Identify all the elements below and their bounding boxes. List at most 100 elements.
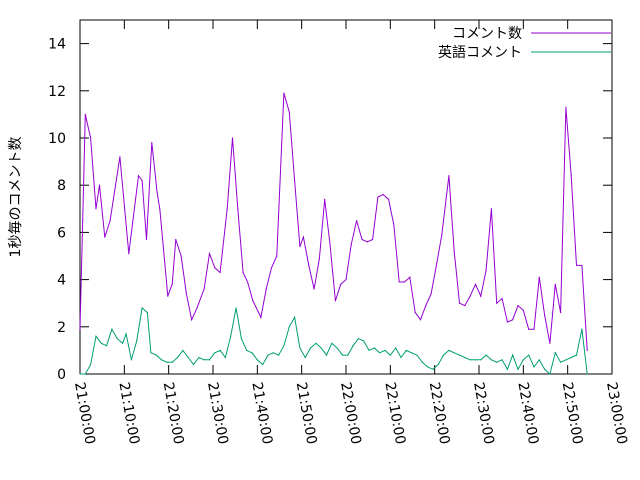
data-point: [267, 355, 268, 356]
data-point: [299, 246, 300, 247]
data-point: [273, 352, 274, 353]
data-point: [388, 199, 389, 200]
series-line: [80, 93, 587, 350]
data-point: [204, 359, 205, 360]
x-tick-label: 21:00:00: [71, 381, 98, 446]
data-point: [438, 364, 439, 365]
data-point: [110, 220, 111, 221]
data-point: [271, 267, 272, 268]
data-point: [131, 359, 132, 360]
data-point: [167, 296, 168, 297]
data-point: [448, 350, 449, 351]
data-point: [150, 352, 151, 353]
y-tick-label: 2: [57, 320, 66, 336]
y-axis: 0 2 4 6 8 10 12 14: [48, 37, 612, 383]
data-point: [507, 321, 508, 322]
data-point: [159, 208, 160, 209]
data-point: [204, 288, 205, 289]
data-point: [539, 359, 540, 360]
legend-label: コメント数: [452, 26, 522, 42]
data-point: [289, 111, 290, 112]
data-point: [141, 180, 142, 181]
data-point: [406, 350, 407, 351]
data-point: [232, 137, 233, 138]
data-point: [315, 343, 316, 344]
x-tick-label: 21:20:00: [160, 381, 187, 446]
data-point: [533, 366, 534, 367]
data-point: [289, 326, 290, 327]
data-point: [404, 281, 405, 282]
data-point: [523, 359, 524, 360]
data-point: [587, 373, 588, 374]
data-point: [342, 355, 343, 356]
data-point: [560, 312, 561, 313]
data-point: [512, 319, 513, 320]
data-point: [544, 314, 545, 315]
data-point: [161, 359, 162, 360]
data-point: [361, 239, 362, 240]
data-point: [180, 255, 181, 256]
data-point: [157, 192, 158, 193]
data-point: [82, 220, 83, 221]
data-point: [347, 355, 348, 356]
data-point: [422, 362, 423, 363]
data-point: [147, 312, 148, 313]
data-point: [172, 362, 173, 363]
data-point: [122, 343, 123, 344]
data-point: [576, 355, 577, 356]
x-tick-label: 23:00:00: [603, 381, 630, 446]
x-axis: 21:00:00 21:10:00 21:20:00 21:30:00 21:40:00…: [71, 20, 630, 446]
data-point: [576, 265, 577, 266]
data-point: [151, 142, 152, 143]
y-tick-label: 0: [57, 367, 66, 383]
data-point: [193, 364, 194, 365]
y-tick-label: 10: [48, 131, 66, 147]
x-tick-label: 21:30:00: [204, 381, 231, 446]
data-point: [379, 352, 380, 353]
data-point: [119, 156, 120, 157]
y-tick-label: 8: [57, 178, 66, 194]
data-point: [257, 359, 258, 360]
data-point: [416, 355, 417, 356]
data-point: [470, 296, 471, 297]
data-point: [177, 357, 178, 358]
data-point: [305, 357, 306, 358]
data-point: [85, 114, 86, 115]
data-point: [571, 357, 572, 358]
data-point: [409, 277, 410, 278]
data-point: [517, 369, 518, 370]
data-point: [555, 284, 556, 285]
data-point: [512, 355, 513, 356]
x-tick-label: 21:10:00: [115, 381, 142, 446]
data-point: [415, 312, 416, 313]
data-point: [175, 239, 176, 240]
x-tick-label: 22:10:00: [381, 381, 408, 446]
data-point: [90, 364, 91, 365]
data-point: [565, 359, 566, 360]
data-point: [188, 357, 189, 358]
data-point: [454, 251, 455, 252]
data-point: [454, 352, 455, 353]
data-point: [335, 300, 336, 301]
data-point: [321, 347, 322, 348]
data-point: [166, 362, 167, 363]
data-point: [475, 359, 476, 360]
data-point: [367, 241, 368, 242]
data-point: [198, 357, 199, 358]
x-tick-label: 22:40:00: [514, 381, 541, 446]
data-point: [539, 277, 540, 278]
data-point: [491, 359, 492, 360]
x-tick-label: 22:00:00: [337, 381, 364, 446]
data-point: [420, 319, 421, 320]
data-point: [581, 265, 582, 266]
data-point: [571, 175, 572, 176]
data-point: [283, 93, 284, 94]
x-tick-label: 22:20:00: [426, 381, 453, 446]
data-point: [136, 340, 137, 341]
data-point: [146, 239, 147, 240]
data-point: [104, 237, 105, 238]
data-point: [411, 352, 412, 353]
data-point: [319, 258, 320, 259]
data-point: [480, 359, 481, 360]
